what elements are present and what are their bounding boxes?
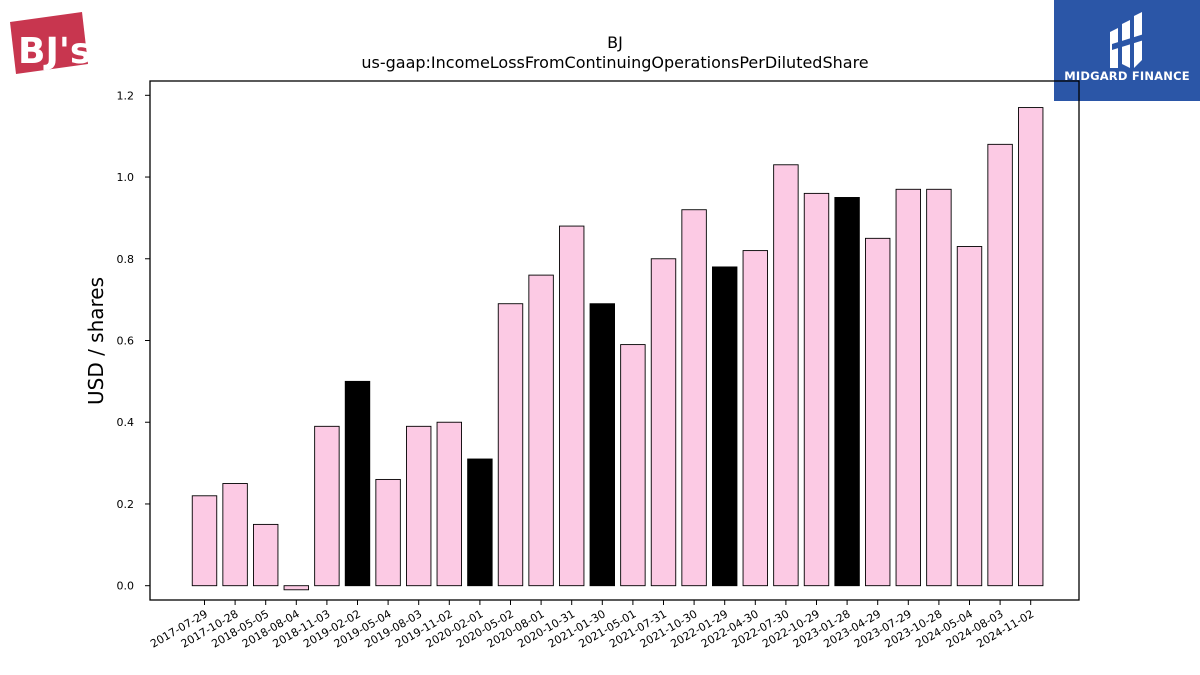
y-tick-label: 1.0: [117, 171, 135, 184]
bar-2022-07-30: [773, 164, 799, 587]
bar-2023-04-29: [865, 237, 891, 587]
bar-2022-01-29: [712, 266, 738, 587]
plot-frame: [149, 80, 1080, 601]
bars-group: [191, 107, 1044, 591]
y-tick-label: 0.4: [117, 416, 135, 429]
bar-2021-05-01: [620, 344, 646, 587]
bar-2019-08-03: [406, 425, 432, 587]
bjs-logo: BJ's: [8, 8, 91, 76]
bar-2020-08-01: [528, 274, 554, 587]
y-axis-label: USD / shares: [84, 277, 108, 405]
bar-2023-07-29: [895, 188, 921, 587]
midgard-mark-icon: [1110, 12, 1144, 68]
bar-2020-02-01: [467, 458, 493, 587]
bjs-logo-text: BJ's: [18, 31, 90, 72]
bar-2018-11-03: [314, 425, 340, 587]
y-tick-label: 0.0: [117, 580, 135, 593]
bar-2020-10-31: [559, 225, 585, 587]
bar-2017-07-29: [191, 495, 218, 587]
bar-2023-10-28: [926, 188, 952, 587]
bar-2018-05-05: [252, 523, 279, 587]
bar-2017-10-28: [222, 483, 248, 587]
bar-2021-07-31: [650, 258, 677, 587]
bar-2024-05-04: [956, 246, 983, 587]
bar-2019-05-04: [375, 478, 401, 587]
y-tick-label: 1.2: [117, 89, 135, 102]
bar-2024-08-03: [987, 143, 1013, 587]
bar-2022-04-30: [742, 250, 768, 587]
bar-2020-05-02: [497, 303, 524, 587]
midgard-finance-label: MIDGARD FINANCE: [1064, 69, 1190, 83]
bar-2018-08-04: [283, 585, 309, 591]
y-tick-label: 0.8: [117, 253, 135, 266]
bar-2019-02-02: [344, 380, 371, 587]
y-tick-label: 0.6: [117, 335, 135, 348]
bar-2023-01-28: [834, 197, 860, 587]
bar-2021-10-30: [681, 209, 707, 587]
bar-2024-11-02: [1018, 107, 1044, 587]
bar-2021-01-30: [589, 303, 615, 587]
chart-title: BJ: [607, 33, 623, 52]
x-axis-ticks: 2017-07-292017-10-282018-05-052018-08-04…: [148, 600, 1036, 651]
midgard-finance-logo: MIDGARD FINANCE: [1054, 0, 1200, 101]
bar-2022-10-29: [803, 192, 830, 587]
y-tick-label: 0.2: [117, 498, 135, 511]
bar-2019-11-02: [436, 421, 462, 587]
chart-subtitle: us-gaap:IncomeLossFromContinuingOperatio…: [361, 53, 868, 72]
y-axis-ticks: 0.0 0.2 0.4 0.6 0.8 1.0 1.2: [117, 89, 150, 593]
